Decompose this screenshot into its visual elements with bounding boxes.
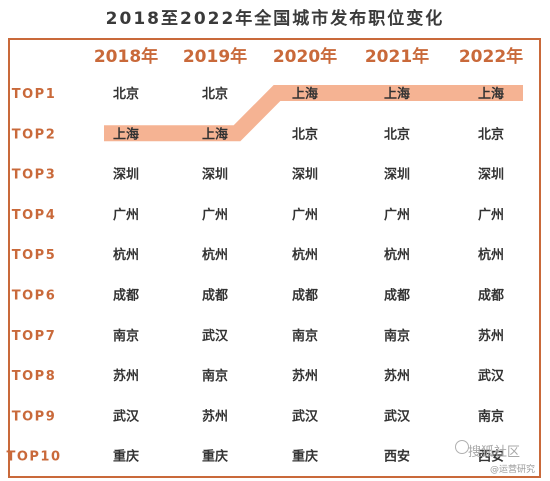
year-header: 2022年: [459, 46, 523, 67]
city-cell: 南京: [478, 408, 504, 424]
city-cell: 北京: [202, 86, 228, 102]
city-cell: 南京: [113, 328, 139, 344]
year-header: 2018年: [94, 46, 158, 67]
watermark-text: 搜狐社区: [468, 445, 521, 460]
rank-label: TOP10: [6, 450, 61, 465]
city-cell: 上海: [478, 86, 504, 102]
city-cell: 苏州: [202, 408, 228, 424]
rank-label: TOP5: [12, 248, 57, 263]
city-cell: 北京: [384, 126, 410, 142]
city-cell: 武汉: [292, 408, 319, 424]
city-cell: 深圳: [478, 167, 504, 183]
city-cell: 广州: [113, 207, 139, 223]
city-cell: 武汉: [202, 328, 229, 344]
rank-label: TOP2: [12, 127, 57, 142]
city-cell: 深圳: [202, 167, 228, 183]
city-cell: 深圳: [113, 167, 139, 183]
city-cell: 北京: [478, 126, 504, 142]
city-cell: 广州: [202, 207, 228, 223]
chart-title: 2018至2022年全国城市发布职位变化: [105, 9, 445, 29]
rank-label: TOP8: [12, 369, 57, 384]
city-cell: 杭州: [478, 247, 504, 263]
rank-label: TOP3: [12, 168, 57, 183]
city-cell: 杭州: [202, 247, 228, 263]
city-cell: 上海: [384, 86, 410, 102]
city-cell: 南京: [202, 368, 228, 384]
table-frame: [8, 38, 541, 478]
city-cell: 上海: [113, 126, 139, 142]
year-header: 2019年: [183, 46, 247, 67]
city-cell: 深圳: [292, 167, 318, 183]
city-cell: 苏州: [478, 328, 504, 344]
city-cell: 西安: [384, 449, 410, 465]
city-cell: 杭州: [384, 247, 410, 263]
year-header: 2021年: [365, 46, 429, 67]
rank-label: TOP7: [12, 329, 57, 344]
city-cell: 广州: [292, 207, 318, 223]
city-cell: 上海: [202, 126, 228, 142]
city-cell: 成都: [113, 288, 139, 304]
city-cell: 武汉: [113, 408, 140, 424]
rank-label: TOP1: [12, 87, 57, 102]
city-cell: 广州: [384, 207, 410, 223]
city-cell: 南京: [384, 328, 410, 344]
city-cell: 成都: [478, 288, 504, 304]
city-cell: 深圳: [384, 167, 410, 183]
rank-label: TOP4: [12, 208, 57, 223]
city-cell: 苏州: [113, 368, 139, 384]
city-cell: 苏州: [292, 368, 318, 384]
city-cell: 杭州: [113, 247, 139, 263]
year-header: 2020年: [273, 46, 337, 67]
city-cell: 上海: [292, 86, 318, 102]
city-cell: 北京: [113, 86, 139, 102]
city-cell: 成都: [384, 288, 410, 304]
city-cell: 武汉: [478, 368, 505, 384]
watermark-handle: @运营研究: [490, 465, 536, 475]
rank-label: TOP6: [12, 289, 57, 304]
city-cell: 成都: [292, 288, 318, 304]
rank-label: TOP9: [12, 409, 57, 424]
city-cell: 南京: [292, 328, 318, 344]
city-cell: 苏州: [384, 368, 410, 384]
city-cell: 武汉: [384, 408, 411, 424]
highlight-band-shanghai: [104, 85, 523, 142]
city-cell: 成都: [202, 288, 228, 304]
city-cell: 西安: [478, 449, 504, 465]
city-cell: 重庆: [202, 449, 228, 465]
watermark-logo-icon: [455, 440, 469, 454]
city-cell: 广州: [478, 207, 504, 223]
city-cell: 重庆: [292, 449, 318, 465]
city-cell: 重庆: [113, 449, 139, 465]
city-cell: 杭州: [292, 247, 318, 263]
city-cell: 北京: [292, 126, 318, 142]
